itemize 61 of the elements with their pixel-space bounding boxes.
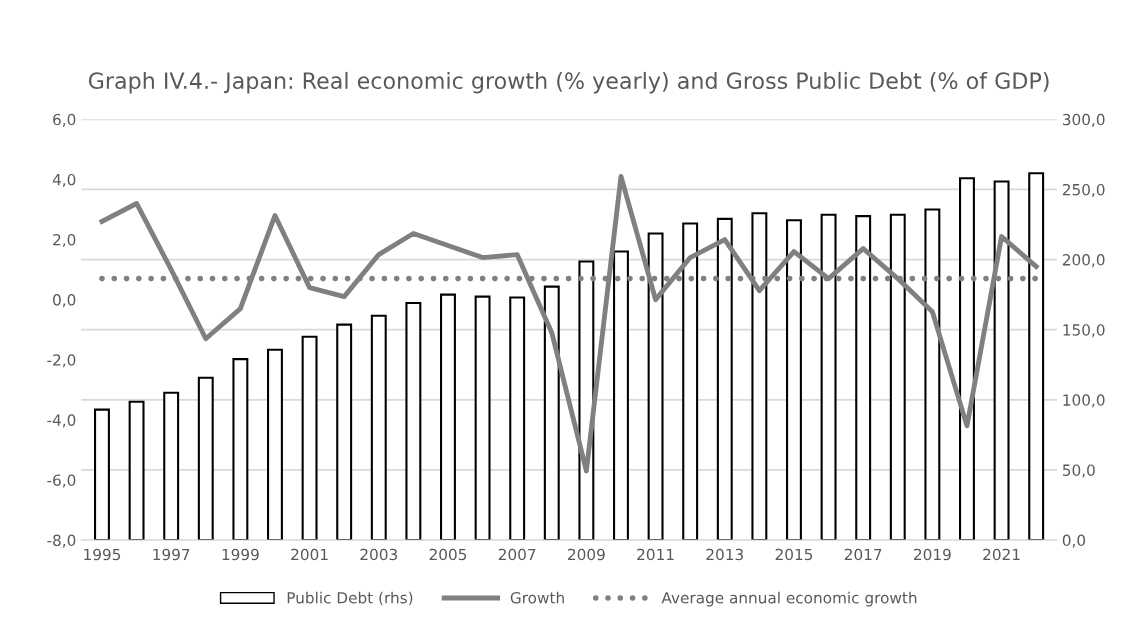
x-tick-label: 2005 <box>429 548 467 561</box>
bar <box>474 295 491 541</box>
y-tick-label: -2,0 <box>47 354 76 368</box>
bar <box>128 400 145 541</box>
bar <box>751 212 768 541</box>
x-tick-label: 2017 <box>844 548 882 561</box>
y-tick-label: 6,0 <box>53 113 76 127</box>
y2-tick-label: 150,0 <box>1063 324 1105 338</box>
bar <box>716 217 733 541</box>
bar <box>786 219 802 541</box>
bar <box>232 358 249 541</box>
bar <box>959 177 975 541</box>
bar <box>647 232 664 541</box>
bar <box>197 376 214 541</box>
bar <box>993 180 1010 541</box>
bar <box>509 296 526 541</box>
y-tick-label: -4,0 <box>47 414 76 428</box>
y-tick-label: 0,0 <box>53 294 76 308</box>
x-tick-label: 2003 <box>360 548 397 561</box>
y2-tick-label: 50,0 <box>1062 464 1095 478</box>
bar <box>440 293 456 541</box>
x-tick-label: 2013 <box>706 548 743 561</box>
line-series <box>99 173 1039 474</box>
x-tick-label: 2021 <box>983 548 1020 561</box>
bar <box>889 213 906 541</box>
bar <box>94 408 110 541</box>
x-tick-label: 1995 <box>84 548 121 561</box>
y2-tick-label: 200,0 <box>1062 254 1105 268</box>
bar <box>682 222 699 541</box>
y-tick-label: -8,0 <box>47 534 76 548</box>
y2-tick-label: 0,0 <box>1062 534 1086 548</box>
bar <box>336 323 353 541</box>
bar <box>301 335 318 541</box>
bar <box>820 213 837 541</box>
bar <box>924 208 941 541</box>
x-tick-label: 2009 <box>568 548 605 561</box>
bar <box>1028 172 1045 541</box>
x-tick-label: 1997 <box>153 548 190 561</box>
x-tick-label: 2019 <box>914 548 951 561</box>
x-tick-label: 1999 <box>222 548 259 561</box>
x-tick-label: 2015 <box>775 548 813 561</box>
legend-label: Average annual economic growth <box>661 591 917 607</box>
bar <box>855 215 872 541</box>
bar <box>370 314 387 541</box>
bar <box>267 348 283 541</box>
x-tick-label: 2011 <box>637 548 674 561</box>
bar <box>613 250 629 541</box>
y2-tick-label: 300,0 <box>1062 113 1105 127</box>
x-tick-label: 2001 <box>291 548 328 561</box>
y2-tick-label: 100,0 <box>1063 394 1105 408</box>
y-tick-label: -6,0 <box>47 474 76 488</box>
bar <box>543 285 560 541</box>
bar <box>163 391 180 541</box>
legend-label: Public Debt (rhs) <box>287 591 413 606</box>
y-tick-label: 4,0 <box>52 173 76 188</box>
x-tick-label: 2007 <box>498 548 536 561</box>
y-tick-label: 2,0 <box>53 234 76 248</box>
y2-tick-label: 250,0 <box>1062 183 1105 198</box>
bar <box>405 302 422 541</box>
chart-title: Graph IV.4.- Japan: Real economic growth (% yearly) and Gross Public Debt (% of GDP) <box>88 71 1049 94</box>
legend-label: Growth <box>510 591 564 604</box>
